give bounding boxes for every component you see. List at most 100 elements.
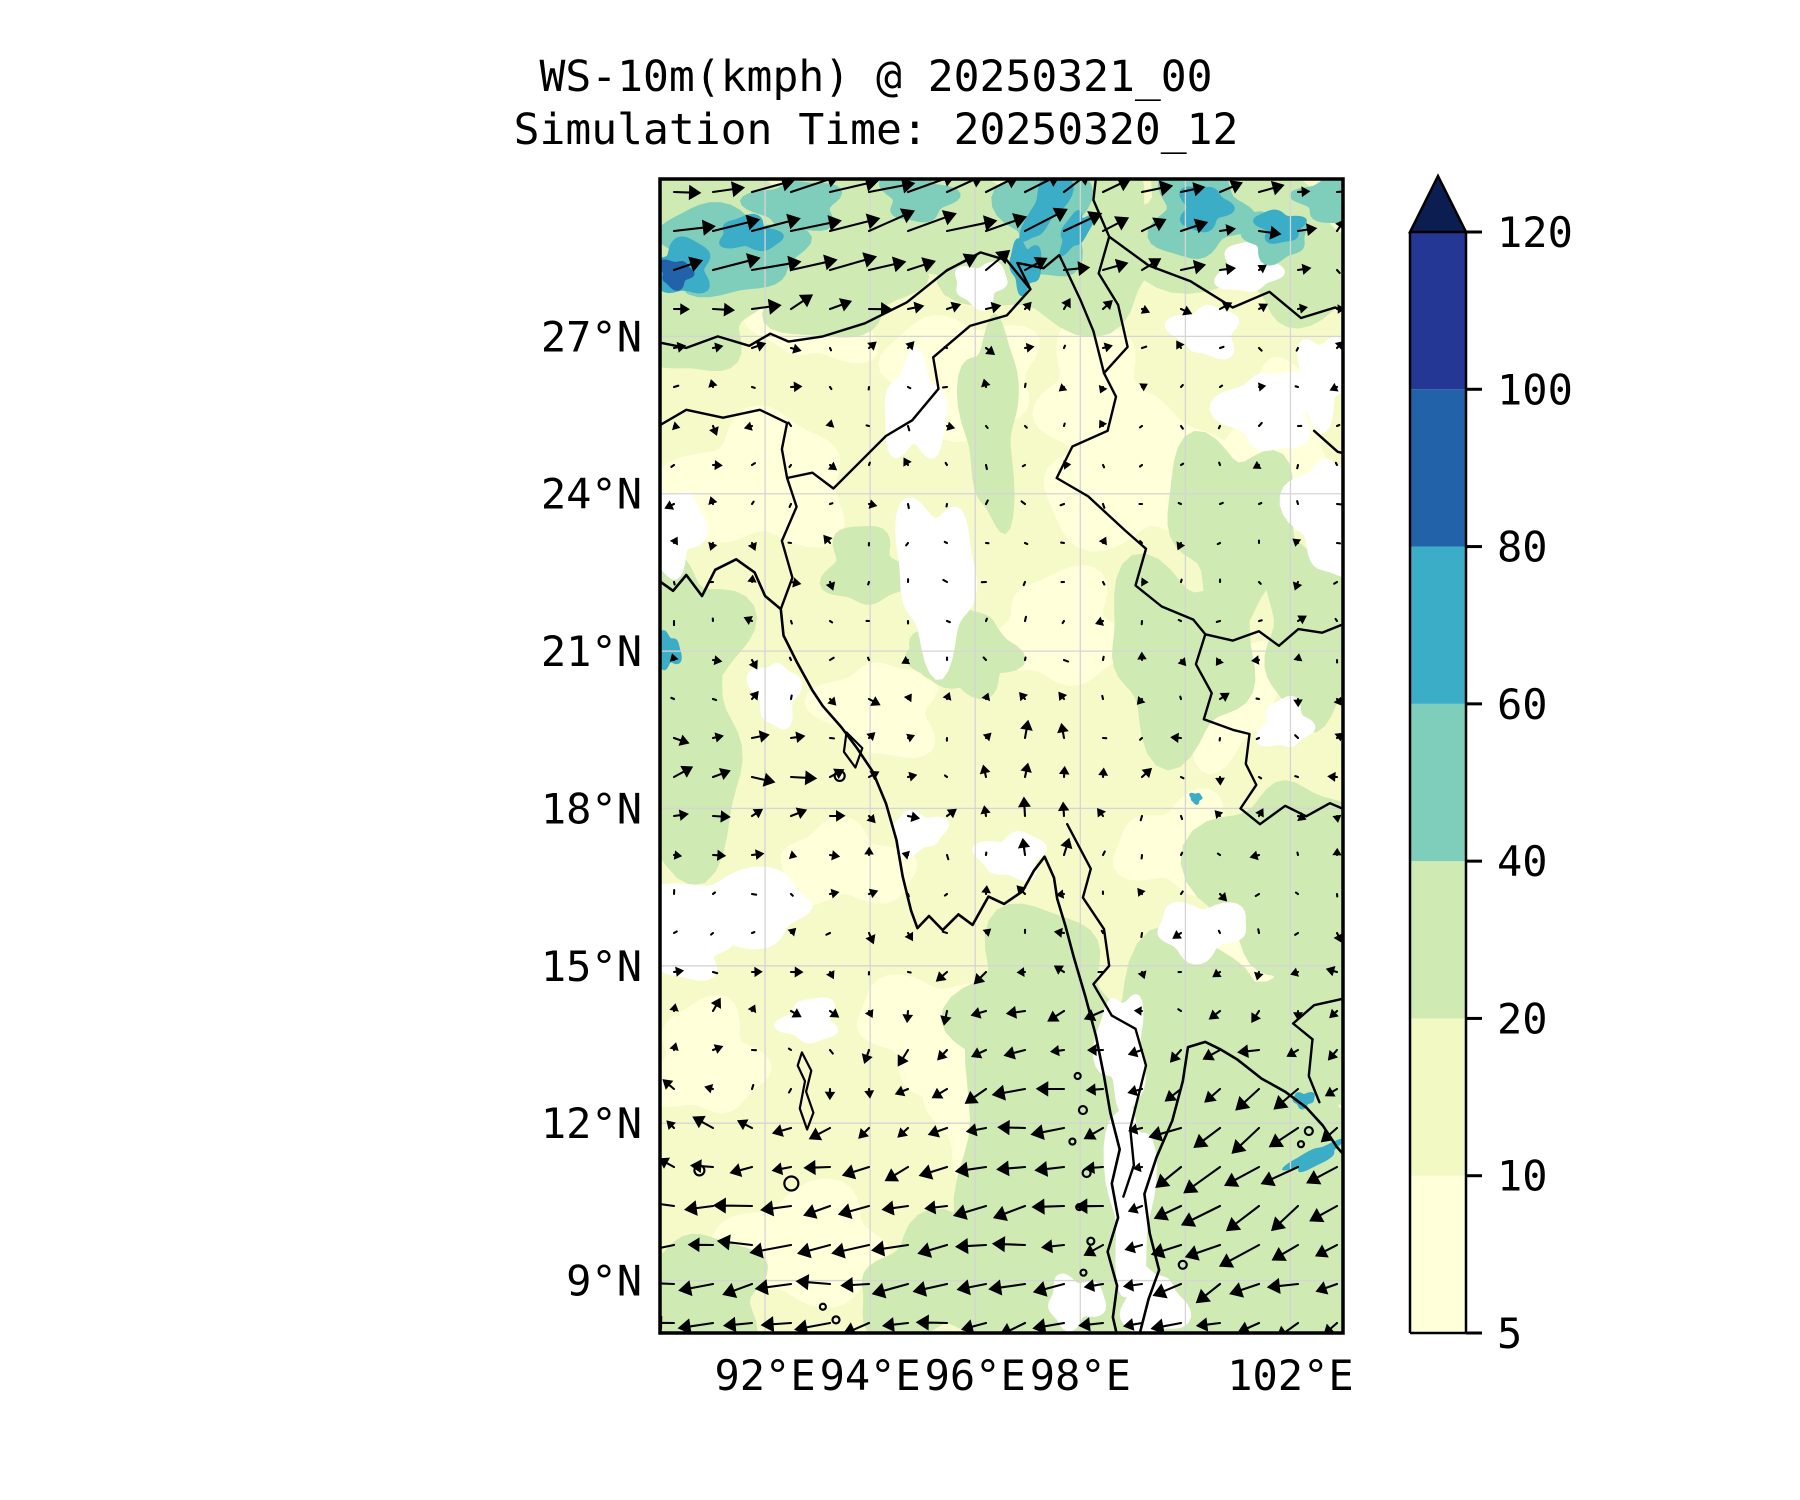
wind-arrow	[1218, 263, 1236, 276]
wind-arrow	[945, 215, 998, 233]
colorbar-tick-label: 80	[1497, 523, 1548, 572]
wind-arrow	[771, 1162, 793, 1176]
wind-arrow	[1235, 1087, 1261, 1111]
speed-region-lt5	[774, 997, 839, 1044]
wind-arrow	[924, 1200, 949, 1215]
map-frame	[658, 177, 1345, 1335]
wind-arrow	[1062, 422, 1066, 428]
wind-arrow	[1257, 619, 1263, 623]
speed-region-20-40	[660, 1233, 769, 1333]
wind-arrow	[981, 692, 991, 702]
wind-arrow	[1177, 1008, 1183, 1013]
wind-arrow	[787, 1087, 793, 1094]
wind-arrow	[750, 179, 796, 194]
wind-arrow	[828, 850, 841, 861]
wind-arrow	[823, 534, 833, 545]
wind-arrow	[970, 1047, 988, 1059]
speed-region-60-80	[1179, 186, 1235, 233]
y-tick-label: 12°N	[541, 1099, 642, 1148]
wind-arrow	[750, 255, 802, 272]
wind-arrow	[942, 692, 952, 701]
wind-arrow	[1218, 692, 1230, 702]
wind-arrow	[1216, 541, 1222, 546]
wind-arrow	[1229, 1282, 1261, 1298]
wind-arrow	[692, 1115, 715, 1130]
wind-arrow	[750, 892, 758, 896]
wind-arrow	[1252, 460, 1262, 469]
wind-arrow	[1176, 340, 1185, 350]
wind-arrow	[997, 1119, 1027, 1136]
wind-arrow	[1314, 1243, 1339, 1258]
wind-arrow	[750, 966, 763, 978]
wind-arrow	[1083, 1243, 1105, 1257]
wind-arrow	[1254, 892, 1261, 898]
wind-arrow	[984, 617, 988, 623]
wind-arrow	[1057, 801, 1070, 818]
wind-arrow	[789, 343, 802, 354]
wind-arrow	[837, 1203, 871, 1219]
wind-arrow	[1023, 615, 1028, 623]
wind-arrow	[1296, 303, 1308, 314]
wind-arrow	[1040, 1239, 1066, 1254]
wind-arrow	[984, 345, 996, 356]
wind-arrow	[1179, 578, 1183, 584]
island-ramree	[842, 731, 864, 769]
wind-arrow	[1195, 1282, 1222, 1304]
wind-arrow	[1325, 966, 1339, 977]
wind-arrow	[1148, 1126, 1183, 1142]
wind-arrow	[1179, 814, 1184, 821]
wind-arrow	[867, 888, 879, 899]
wind-arrow	[1053, 927, 1066, 938]
wind-arrow	[906, 771, 918, 782]
map-panel	[660, 179, 1343, 1333]
wind-arrow	[789, 254, 838, 272]
wind-arrow	[1150, 1243, 1183, 1259]
wind-arrow	[1101, 342, 1113, 353]
wind-arrow	[941, 930, 949, 935]
wind-arrow	[1074, 1198, 1105, 1214]
wind-arrow	[1218, 501, 1224, 506]
wind-arrow	[1083, 1126, 1105, 1140]
wind-arrow	[901, 850, 910, 860]
wind-arrow	[894, 1085, 910, 1097]
wind-arrow	[1215, 657, 1224, 666]
wind-arrow	[788, 656, 793, 662]
wind-arrow	[965, 1123, 988, 1137]
wind-arrow	[750, 730, 770, 743]
speed-region-lt5	[1297, 336, 1343, 433]
wind-arrow	[1306, 1165, 1339, 1185]
wind-arrow	[1271, 1204, 1300, 1232]
speed-region-60-80	[1292, 1092, 1315, 1110]
wind-arrow	[1296, 500, 1300, 506]
wind-arrow	[1133, 1006, 1144, 1016]
wind-arrow	[1290, 967, 1300, 977]
island	[1296, 1140, 1306, 1149]
wind-arrow	[1062, 261, 1091, 277]
wind-arrow	[1169, 1048, 1183, 1063]
colorbar-tick-label: 100	[1497, 365, 1573, 414]
wind-arrow	[711, 849, 727, 861]
wind-arrow	[1292, 580, 1303, 591]
wind-arrow	[1140, 217, 1167, 233]
wind-arrow	[981, 885, 991, 896]
wind-arrow	[1294, 385, 1300, 389]
wind-arrow	[906, 892, 910, 898]
speed-region-lt5	[895, 497, 977, 680]
wind-arrow	[864, 1087, 875, 1099]
wind-arrow	[1097, 807, 1106, 818]
y-tick-label: 27°N	[541, 312, 642, 361]
wind-arrow	[1020, 500, 1027, 506]
wind-arrow	[827, 461, 838, 471]
x-tick-label: 102°E	[1227, 1351, 1353, 1400]
wind-arrow	[918, 1164, 949, 1180]
wind-arrow	[906, 257, 936, 273]
wind-arrow	[1179, 851, 1184, 857]
wind-arrow	[1223, 1165, 1261, 1187]
colorbar-segment-60-80	[1410, 546, 1466, 704]
wind-arrow	[1217, 892, 1228, 902]
wind-arrow	[1294, 931, 1300, 936]
wind-arrow	[704, 1083, 715, 1094]
wind-arrow	[871, 1282, 910, 1299]
wind-arrow	[1084, 1161, 1105, 1175]
wind-arrow	[927, 1125, 949, 1138]
